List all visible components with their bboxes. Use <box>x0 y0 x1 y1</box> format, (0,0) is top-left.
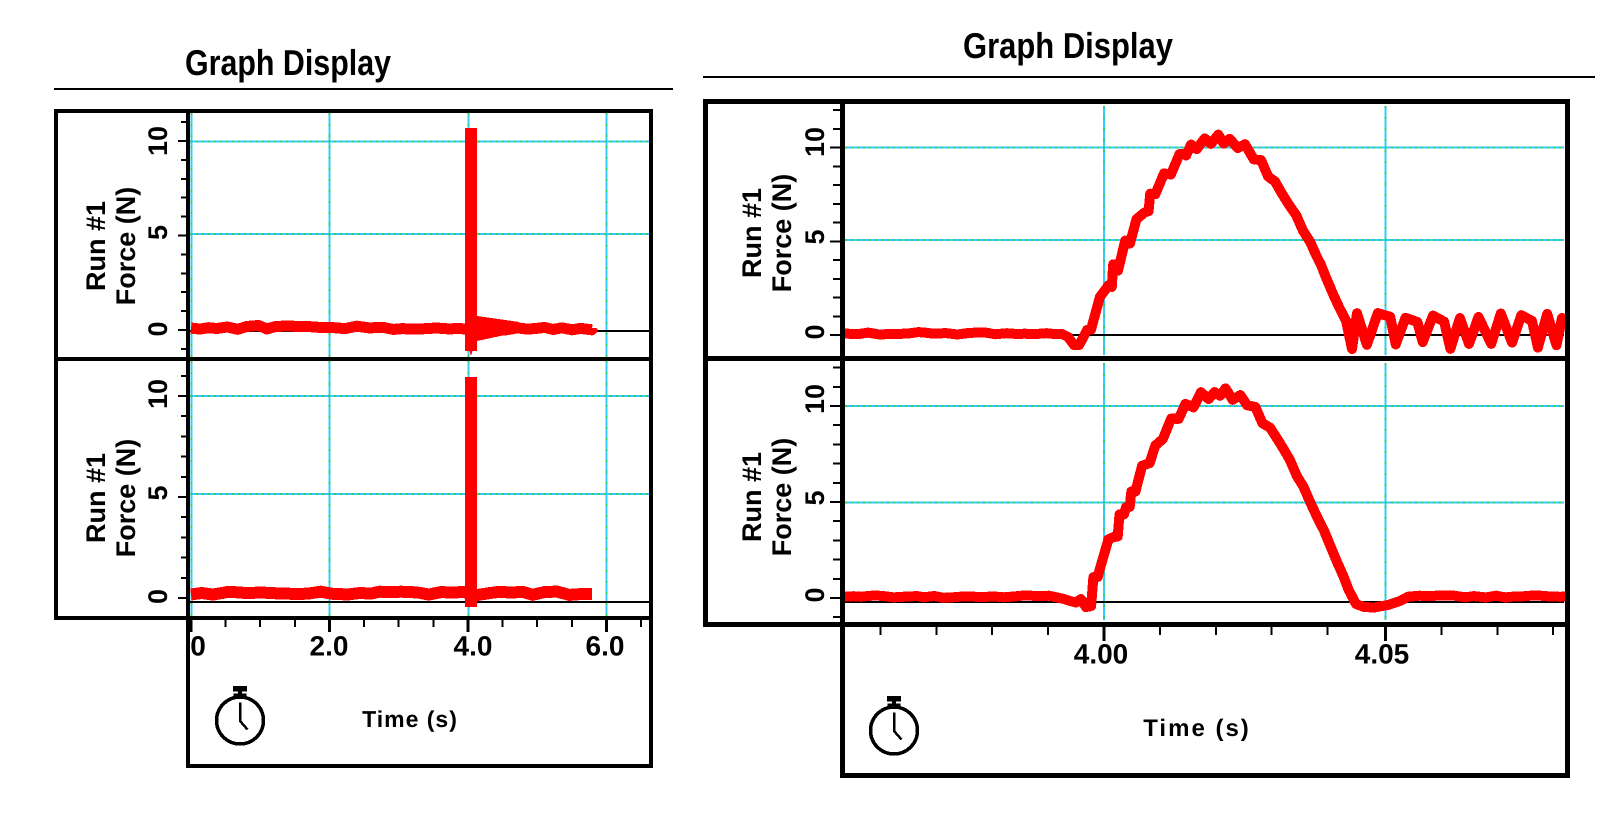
svg-text:0: 0 <box>143 589 173 604</box>
svg-text:4.05: 4.05 <box>1355 639 1410 670</box>
svg-text:10: 10 <box>800 384 830 414</box>
svg-text:6.0: 6.0 <box>586 631 625 662</box>
svg-text:Force (N): Force (N) <box>767 438 797 557</box>
svg-text:5: 5 <box>143 225 173 240</box>
svg-text:Graph Display: Graph Display <box>185 42 391 83</box>
svg-text:10: 10 <box>143 126 173 156</box>
svg-text:Run #1: Run #1 <box>737 452 767 542</box>
svg-text:10: 10 <box>143 379 173 409</box>
svg-text:Time (s): Time (s) <box>362 706 458 732</box>
svg-text:10: 10 <box>800 127 830 157</box>
svg-text:0: 0 <box>800 324 830 339</box>
svg-text:Run #1: Run #1 <box>737 188 767 278</box>
svg-text:Run #1: Run #1 <box>81 453 111 543</box>
svg-text:Time (s): Time (s) <box>1143 715 1251 742</box>
svg-text:5: 5 <box>800 490 830 505</box>
svg-text:2.0: 2.0 <box>310 631 349 662</box>
svg-text:5: 5 <box>800 229 830 244</box>
svg-text:Graph Display: Graph Display <box>963 25 1173 66</box>
svg-text:4.00: 4.00 <box>1074 639 1129 670</box>
svg-text:Force (N): Force (N) <box>767 174 797 293</box>
svg-text:0: 0 <box>800 587 830 602</box>
svg-text:4.0: 4.0 <box>454 631 493 662</box>
svg-text:0: 0 <box>143 321 173 336</box>
svg-text:5: 5 <box>143 485 173 500</box>
svg-text:Force (N): Force (N) <box>111 187 141 306</box>
svg-text:0: 0 <box>190 631 206 662</box>
svg-text:Force (N): Force (N) <box>111 439 141 558</box>
svg-text:Run #1: Run #1 <box>81 201 111 291</box>
